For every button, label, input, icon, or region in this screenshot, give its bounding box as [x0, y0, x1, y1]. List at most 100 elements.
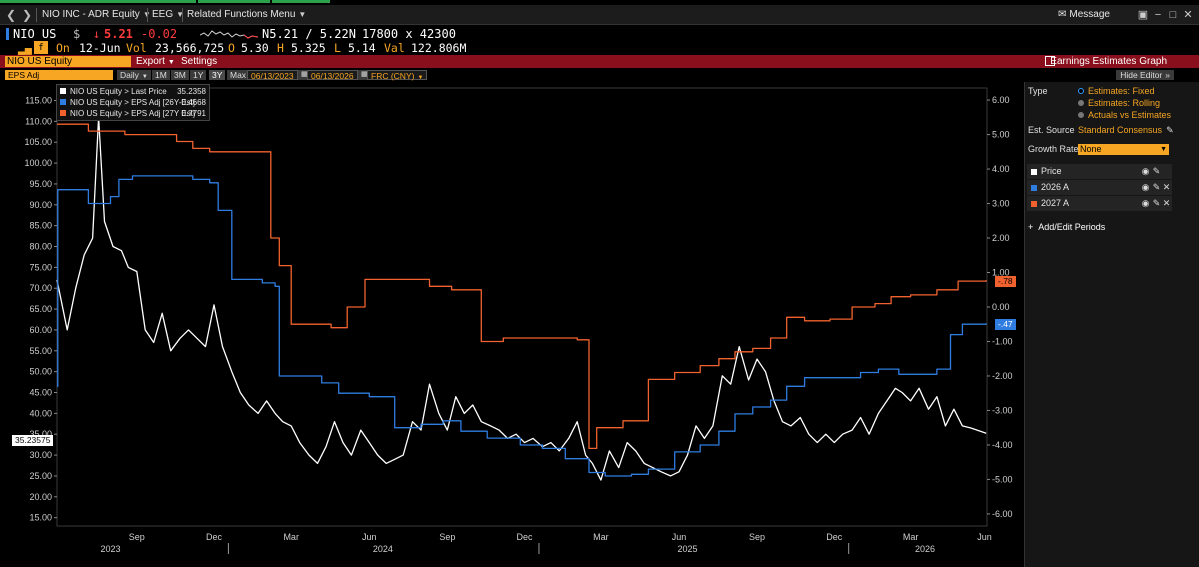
right-tick-label: 2.00	[992, 233, 1010, 243]
graph-title: Earnings Estimates Graph	[1050, 56, 1167, 67]
x-month-label: Sep	[129, 532, 145, 542]
left-tick-label: 85.00	[29, 221, 52, 231]
earnings-estimates-chart[interactable]: 15.00 20.00 25.00 30.00 35.00 40.00 45.00 50.00…	[5, 82, 1022, 566]
left-tick-label: 75.00	[29, 262, 52, 272]
minimize-icon[interactable]: −	[1154, 9, 1162, 21]
sparkline-chart	[199, 30, 259, 39]
radio-actuals-vs-estimates[interactable]: Actuals vs Estimates	[1078, 109, 1171, 121]
range-button-max[interactable]: Max	[227, 70, 250, 80]
eye-icon[interactable]: ◉	[1141, 182, 1150, 192]
security-input[interactable]: NIO US Equity	[5, 56, 131, 67]
traded-value: 122.806M	[411, 41, 467, 55]
message-button[interactable]: ✉ Message	[1058, 9, 1110, 20]
currency-select[interactable]: FRC (CNY) ▼	[367, 70, 428, 81]
close-icon[interactable]: ✕	[1183, 9, 1193, 21]
x-year-label: 2023	[100, 544, 120, 554]
radio-icon	[1078, 112, 1084, 118]
legend-swatch	[60, 88, 66, 94]
right-tick-label: -2.00	[992, 371, 1013, 381]
pencil-icon[interactable]: ✎	[1152, 198, 1161, 208]
settings-button[interactable]: Settings	[181, 56, 218, 67]
last-price-tag: 35.23575	[12, 435, 54, 446]
envelope-icon: ✉	[1058, 9, 1067, 20]
growth-rate-select[interactable]: None ▼	[1078, 144, 1169, 155]
pencil-icon[interactable]: ✎	[1152, 166, 1161, 176]
periodicity-select[interactable]: Daily ▼	[117, 70, 151, 80]
strip-segment	[198, 0, 270, 3]
left-tick-label: 45.00	[29, 388, 52, 398]
function-field[interactable]: EEG ▼	[152, 9, 185, 20]
x-month-label: Jun	[672, 532, 687, 542]
range-button-1m[interactable]: 1M	[152, 70, 170, 80]
calendar-icon[interactable]: ▦	[298, 70, 311, 80]
legend-swatch	[60, 99, 66, 105]
security-field[interactable]: NIO INC - ADR Equity▼	[42, 8, 151, 22]
export-menu[interactable]: Export ▼	[136, 56, 175, 67]
right-tick-label: 1.00	[992, 268, 1010, 278]
left-tick-label: 110.00	[25, 116, 52, 126]
eye-icon[interactable]: ◉	[1141, 198, 1150, 208]
hide-editor-button[interactable]: Hide Editor»	[1116, 70, 1174, 80]
legend-item-2027-est: NIO US Equity > EPS Adj [27Y Est] 0.7791	[60, 108, 206, 119]
range-button-1y[interactable]: 1Y	[190, 70, 207, 80]
field-selector[interactable]: EPS Adj	[5, 70, 113, 80]
left-tick-label: 50.00	[29, 367, 52, 377]
navigation-bar: ❮ ❯ NIO INC - ADR Equity▼ EEG▼ Related F…	[0, 5, 1199, 25]
volume-value: 23,566,725	[155, 41, 225, 55]
editor-side-panel: Type Estimates: Fixed Estimates: Rolling…	[1024, 82, 1199, 567]
radio-icon	[1078, 100, 1084, 106]
est-source-value[interactable]: Standard Consensus ✎	[1078, 125, 1174, 135]
vol-label: Vol	[126, 41, 147, 55]
start-date-input[interactable]: 06/13/2023	[247, 70, 298, 81]
x-year-label: 2025	[677, 544, 697, 554]
left-tick-label: 55.00	[29, 346, 52, 356]
series-row-2027[interactable]: 2027 A ◉ ✎ ✕	[1027, 196, 1172, 211]
eye-icon[interactable]: ◉	[1141, 166, 1150, 176]
est-source-label: Est. Source	[1028, 125, 1075, 135]
close-icon[interactable]: ✕	[1162, 182, 1171, 192]
series-swatch	[1031, 201, 1037, 207]
external-link-icon[interactable]	[1045, 56, 1055, 66]
caret-down-icon: ▼	[176, 10, 185, 19]
right-tick-label: 6.00	[992, 95, 1010, 105]
maximize-icon[interactable]: □	[1169, 9, 1177, 21]
left-tick-label: 65.00	[29, 304, 52, 314]
price-change: -0.02	[141, 27, 178, 41]
sparkline	[199, 26, 259, 42]
currency-symbol: $	[73, 27, 81, 41]
pencil-icon[interactable]: ✎	[1152, 182, 1161, 192]
chart-area[interactable]: 15.00 20.00 25.00 30.00 35.00 40.00 45.00 50.00…	[5, 82, 1022, 566]
window-resize-icon[interactable]: ▣	[1137, 9, 1149, 21]
plot-frame	[56, 87, 988, 527]
series-row-2026[interactable]: 2026 A ◉ ✎ ✕	[1027, 180, 1172, 195]
range-button-3y[interactable]: 3Y	[209, 70, 226, 80]
calendar-icon[interactable]: ▦	[358, 70, 371, 80]
close-icon[interactable]: ✕	[1162, 198, 1171, 208]
series-line-2	[57, 123, 987, 450]
low-label: L	[334, 41, 341, 55]
series-row-price[interactable]: Price ◉ ✎	[1027, 164, 1172, 179]
low-value: 5.14	[348, 41, 376, 55]
right-tick-label: 0.00	[992, 302, 1010, 312]
x-month-label: Mar	[903, 532, 919, 542]
caret-down-icon: ▼	[417, 75, 424, 81]
nav-divider	[182, 8, 183, 22]
chevron-left-icon[interactable]: ❮	[5, 8, 17, 22]
end-date-input[interactable]: 06/13/2026	[307, 70, 358, 81]
chart-controls: EPS Adj Daily ▼ 1M 3M 1Y 3Y Max 06/13/202…	[0, 69, 1199, 81]
right-tick-label: -1.00	[992, 336, 1013, 346]
x-month-label: Jun	[362, 532, 377, 542]
radio-estimates-fixed[interactable]: Estimates: Fixed	[1078, 85, 1155, 97]
quote-row: ▂▄ f On 12-Jun Vol 23,566,725 O 5.30 H 5…	[0, 41, 1199, 55]
left-tick-label: 20.00	[29, 492, 52, 502]
pencil-icon[interactable]: ✎	[1166, 125, 1174, 135]
range-button-3m[interactable]: 3M	[171, 70, 189, 80]
caret-down-icon: ▼	[1160, 146, 1167, 153]
left-tick-label: 100.00	[24, 158, 52, 168]
bid-ask: N5.21 / 5.22N	[262, 27, 356, 41]
related-functions-menu[interactable]: Related Functions Menu ▼	[187, 9, 307, 20]
add-edit-periods-button[interactable]: + Add/Edit Periods	[1028, 222, 1106, 232]
type-label: Type	[1028, 86, 1048, 96]
radio-estimates-rolling[interactable]: Estimates: Rolling	[1078, 97, 1160, 109]
chevron-right-icon[interactable]: ❯	[21, 8, 33, 22]
